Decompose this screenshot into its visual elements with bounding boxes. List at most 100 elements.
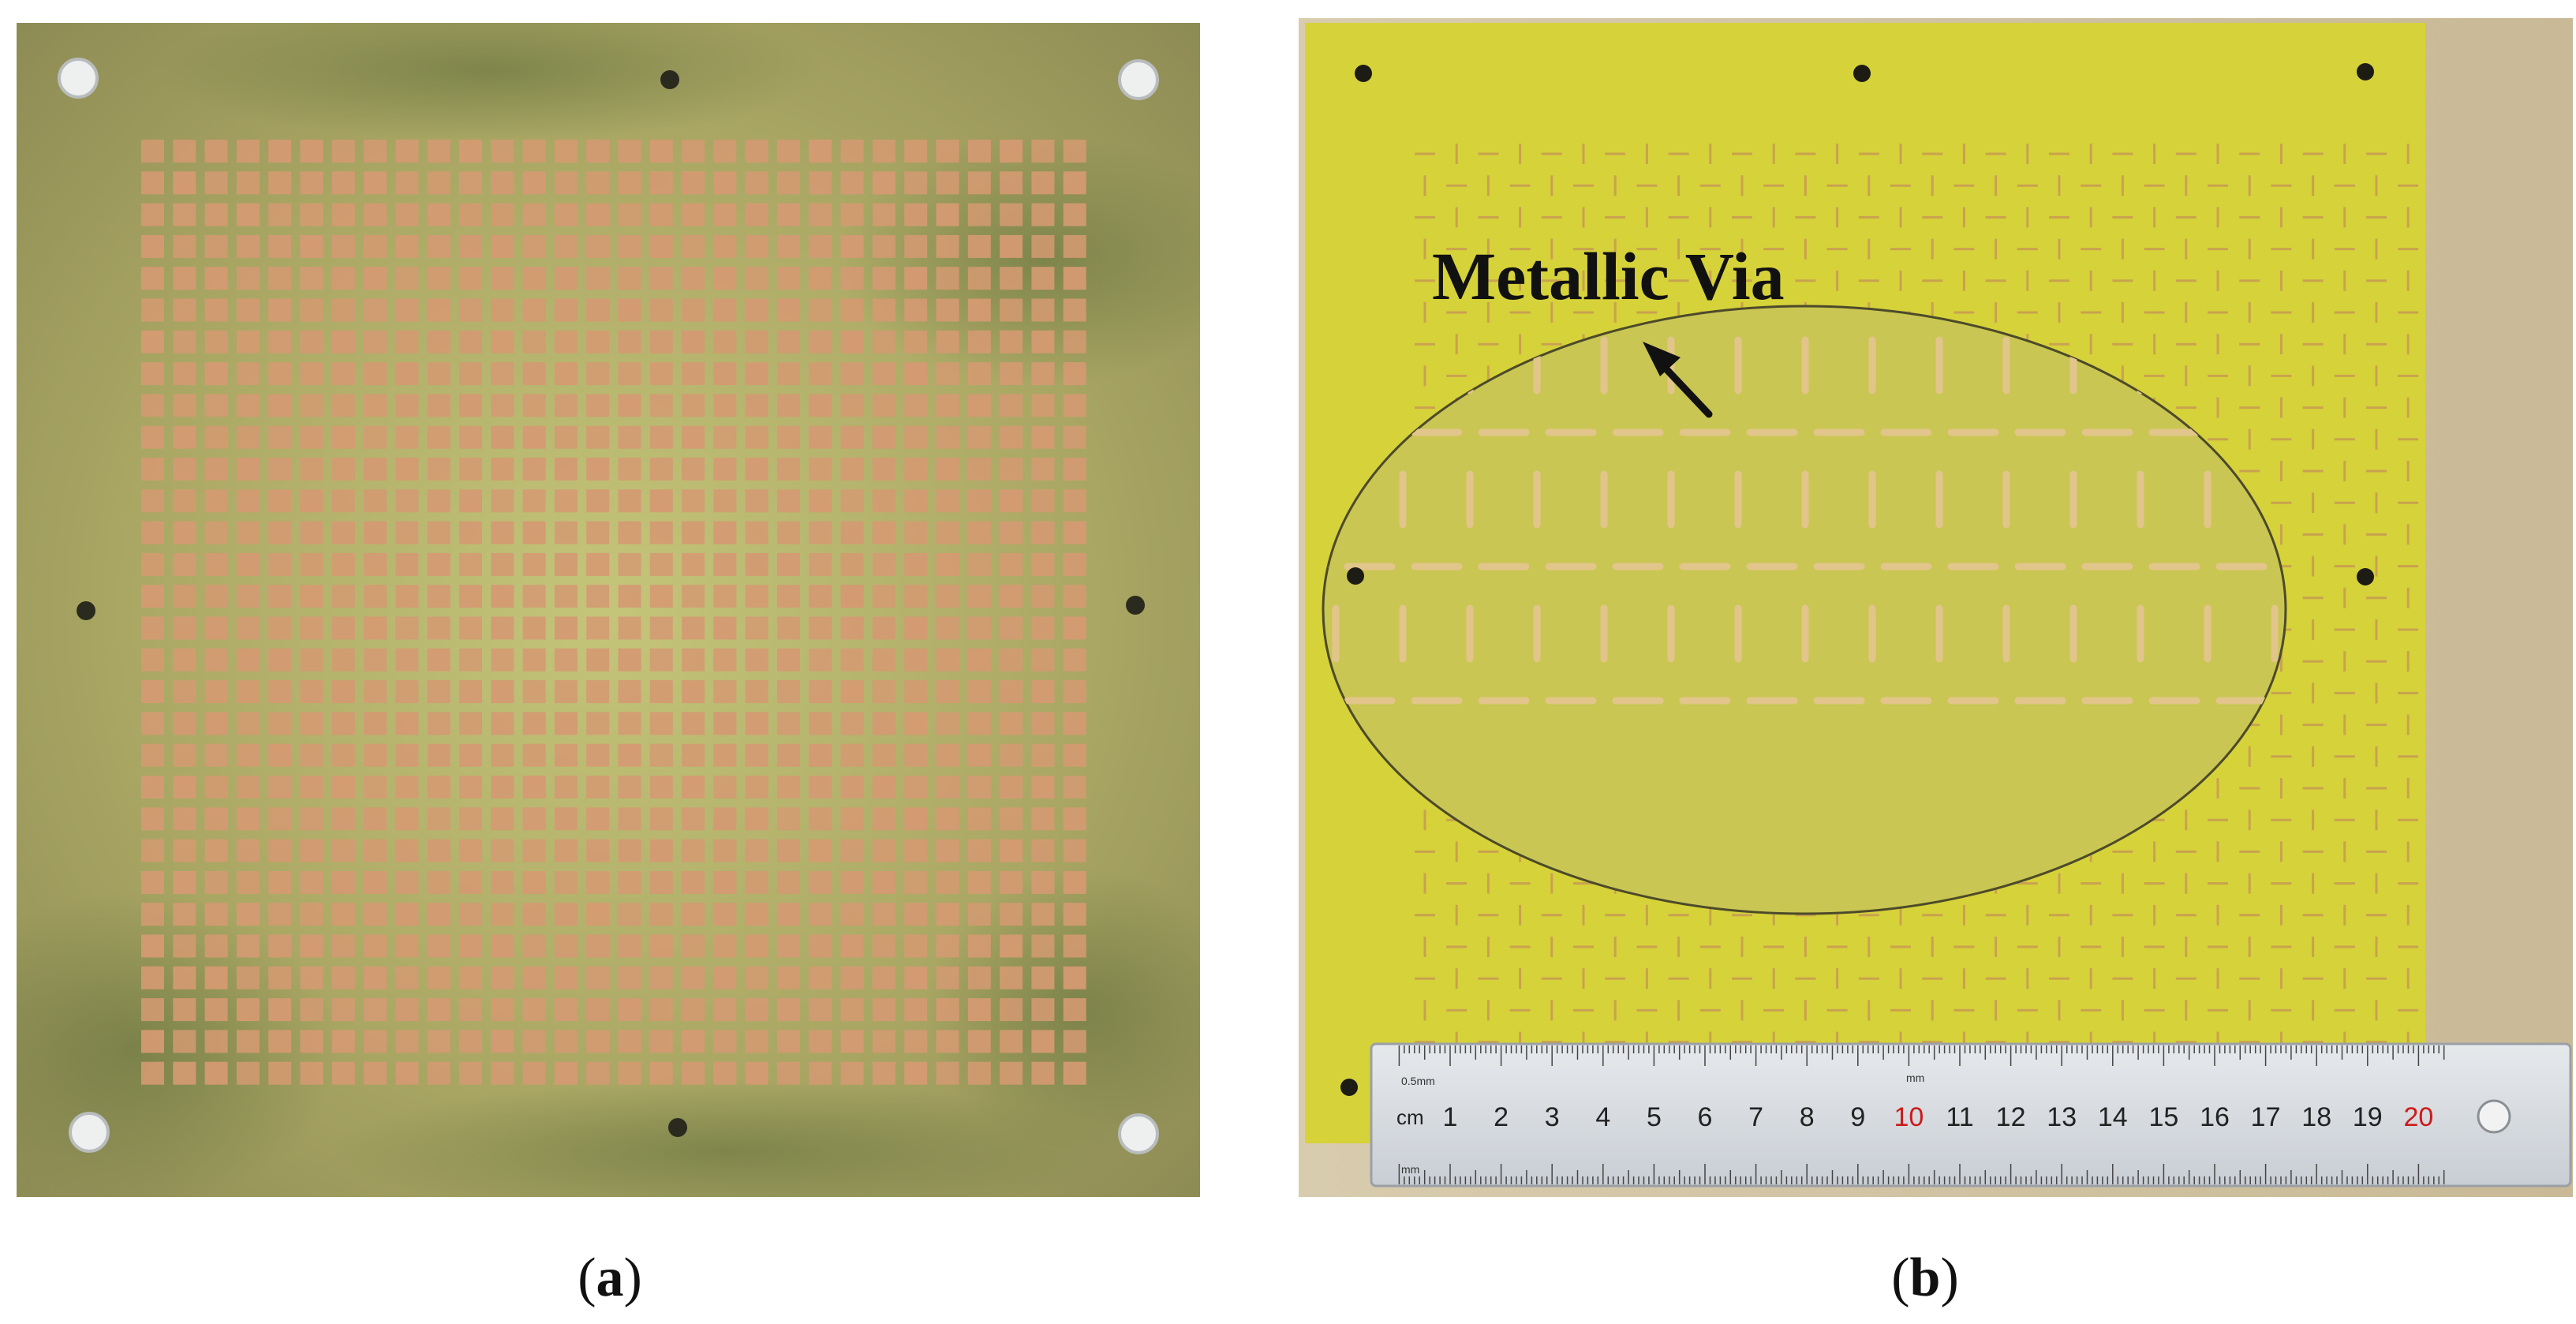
ruler-number: 4 — [1595, 1102, 1610, 1132]
copper-patch — [1031, 140, 1055, 163]
copper-patch — [936, 870, 959, 894]
copper-patch — [141, 362, 164, 386]
copper-patch — [967, 234, 991, 258]
copper-patch — [840, 362, 864, 386]
copper-patch — [649, 776, 673, 799]
copper-patch — [777, 1061, 800, 1085]
copper-patch — [300, 648, 323, 671]
copper-patch — [682, 203, 705, 226]
copper-patch — [936, 458, 959, 481]
copper-patch — [809, 458, 832, 481]
copper-patch — [459, 267, 482, 290]
copper-patch — [713, 425, 737, 449]
copper-patch — [967, 712, 991, 735]
copper-patch — [872, 203, 895, 226]
copper-patch — [936, 267, 959, 290]
copper-patch — [809, 362, 832, 386]
copper-patch — [204, 234, 228, 258]
copper-patch — [936, 776, 959, 799]
copper-patch — [554, 743, 578, 767]
caption-a: (a) — [578, 1247, 642, 1308]
copper-patch — [491, 903, 514, 926]
copper-patch — [554, 1061, 578, 1085]
copper-patch — [268, 1030, 292, 1053]
copper-patch — [1000, 680, 1023, 704]
copper-patch — [300, 489, 323, 513]
copper-patch — [204, 203, 228, 226]
ruler-number: 9 — [1850, 1102, 1865, 1132]
copper-patch — [840, 966, 864, 989]
copper-patch — [872, 807, 895, 831]
copper-patch — [554, 807, 578, 831]
copper-patch — [618, 171, 641, 195]
copper-patch — [1000, 616, 1023, 640]
copper-patch — [1000, 489, 1023, 513]
copper-patch — [554, 680, 578, 704]
copper-patch — [967, 776, 991, 799]
copper-patch — [904, 394, 928, 417]
copper-patch — [840, 998, 864, 1022]
copper-patch — [1063, 743, 1086, 767]
copper-patch — [745, 203, 768, 226]
copper-patch — [936, 140, 959, 163]
copper-patch — [236, 203, 260, 226]
copper-patch — [522, 234, 546, 258]
copper-patch — [491, 552, 514, 576]
copper-patch — [331, 1061, 355, 1085]
copper-patch — [713, 394, 737, 417]
copper-patch — [364, 330, 387, 353]
copper-patch — [586, 648, 610, 671]
copper-patch — [872, 585, 895, 608]
copper-patch — [682, 839, 705, 862]
copper-patch — [491, 489, 514, 513]
copper-patch — [427, 743, 451, 767]
copper-patch — [904, 903, 928, 926]
copper-patch — [586, 839, 610, 862]
board-stain — [837, 133, 1200, 386]
copper-patch — [745, 425, 768, 449]
copper-patch — [745, 489, 768, 513]
copper-patch — [141, 680, 164, 704]
copper-patch — [777, 776, 800, 799]
copper-patch — [936, 362, 959, 386]
copper-patch — [1000, 870, 1023, 894]
copper-patch — [904, 203, 928, 226]
copper-patch — [967, 680, 991, 704]
copper-patch — [967, 298, 991, 322]
copper-patch — [840, 839, 864, 862]
copper-patch — [300, 234, 323, 258]
copper-patch — [395, 966, 419, 989]
ruler-number: 8 — [1800, 1102, 1815, 1132]
copper-patch — [936, 521, 959, 544]
copper-patch — [1000, 362, 1023, 386]
copper-patch — [586, 807, 610, 831]
copper-patch — [1000, 267, 1023, 290]
copper-patch — [300, 298, 323, 322]
copper-patch — [904, 998, 928, 1022]
copper-patch — [872, 998, 895, 1022]
copper-patch — [586, 140, 610, 163]
copper-patch — [649, 234, 673, 258]
copper-patch — [649, 903, 673, 926]
copper-patch — [809, 966, 832, 989]
copper-patch — [1000, 552, 1023, 576]
copper-patch — [459, 458, 482, 481]
copper-patch — [1000, 521, 1023, 544]
copper-patch — [522, 298, 546, 322]
copper-patch — [268, 171, 292, 195]
copper-patch — [173, 648, 196, 671]
copper-patch — [395, 458, 419, 481]
copper-patch — [268, 458, 292, 481]
board-stain — [332, 1080, 1121, 1197]
copper-patch — [745, 552, 768, 576]
copper-patch — [745, 394, 768, 417]
copper-patch — [300, 425, 323, 449]
copper-patch — [554, 966, 578, 989]
copper-patch — [777, 1030, 800, 1053]
copper-patch — [872, 171, 895, 195]
copper-patch — [204, 807, 228, 831]
copper-patch — [364, 362, 387, 386]
copper-patch — [649, 425, 673, 449]
copper-patch — [1000, 966, 1023, 989]
copper-patch — [586, 998, 610, 1022]
